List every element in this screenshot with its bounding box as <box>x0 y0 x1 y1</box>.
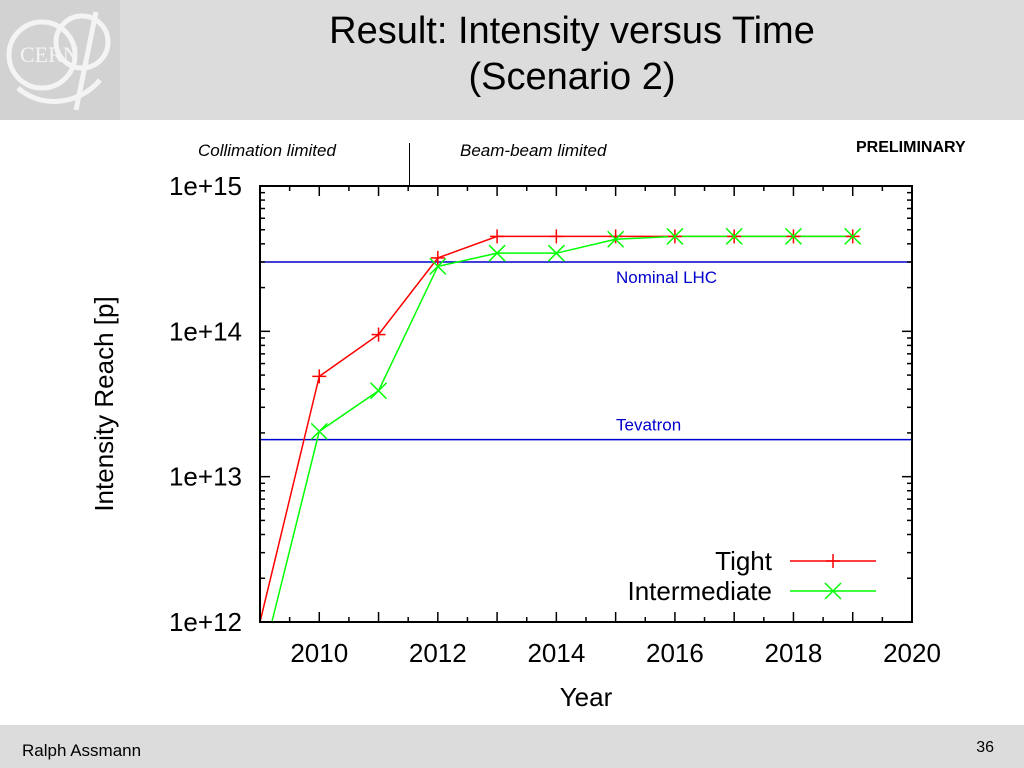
x-tick-label: 2014 <box>527 638 585 668</box>
intermediate-point <box>547 244 565 262</box>
cern-logo-icon: CERN <box>0 0 120 120</box>
preliminary-label: PRELIMINARY <box>856 139 966 156</box>
intermediate-point <box>429 257 447 275</box>
author-name: Ralph Assmann <box>22 741 142 760</box>
intermediate-point <box>844 227 862 245</box>
legend-label-tight: Tight <box>715 546 773 576</box>
cern-logo-text: CERN <box>20 42 79 67</box>
y-tick-label: 1e+13 <box>169 462 242 492</box>
y-tick-label: 1e+15 <box>169 171 242 201</box>
x-tick-label: 2018 <box>765 638 823 668</box>
y-axis-label: Intensity Reach [p] <box>89 296 119 511</box>
intermediate-point <box>784 227 802 245</box>
plot-frame <box>259 185 913 623</box>
intensity-chart: 2010 2012 2014 2016 2018 2020 1e+12 1e+13 1e+14 1… <box>89 171 941 712</box>
y-tick-label: 1e+12 <box>169 607 242 637</box>
x-tick-label: 2012 <box>409 638 467 668</box>
slide-title-line2: (Scenario 2) <box>468 56 676 98</box>
intermediate-point <box>370 382 388 400</box>
regime-divider <box>409 143 410 187</box>
intermediate-point <box>488 244 506 262</box>
legend-label-intermediate: Intermediate <box>627 576 772 606</box>
beam-beam-note: Beam-beam limited <box>460 141 607 160</box>
x-axis-label: Year <box>560 682 613 712</box>
x-tick-label: 2020 <box>883 638 941 668</box>
slide-header: CERN Result: Intensity versus Time (Scen… <box>0 0 1024 120</box>
legend-marker-intermediate <box>824 582 842 600</box>
intermediate-point <box>666 227 684 245</box>
y-tick-label: 1e+14 <box>169 316 242 346</box>
slide-footer: Ralph Assmann 36 <box>0 725 1024 768</box>
x-tick-label: 2016 <box>646 638 704 668</box>
slide-title: Result: Intensity versus Time (Scenario … <box>120 8 1024 100</box>
tevatron-label: Tevatron <box>616 416 681 435</box>
nominal-lhc-label: Nominal LHC <box>616 268 717 287</box>
collimation-note: Collimation limited <box>198 141 336 160</box>
x-tick-label: 2010 <box>290 638 348 668</box>
page-number: 36 <box>976 739 994 756</box>
intermediate-point <box>725 227 743 245</box>
intermediate-point <box>310 422 328 440</box>
intermediate-point <box>607 230 625 248</box>
slide-title-line1: Result: Intensity versus Time <box>329 10 815 52</box>
